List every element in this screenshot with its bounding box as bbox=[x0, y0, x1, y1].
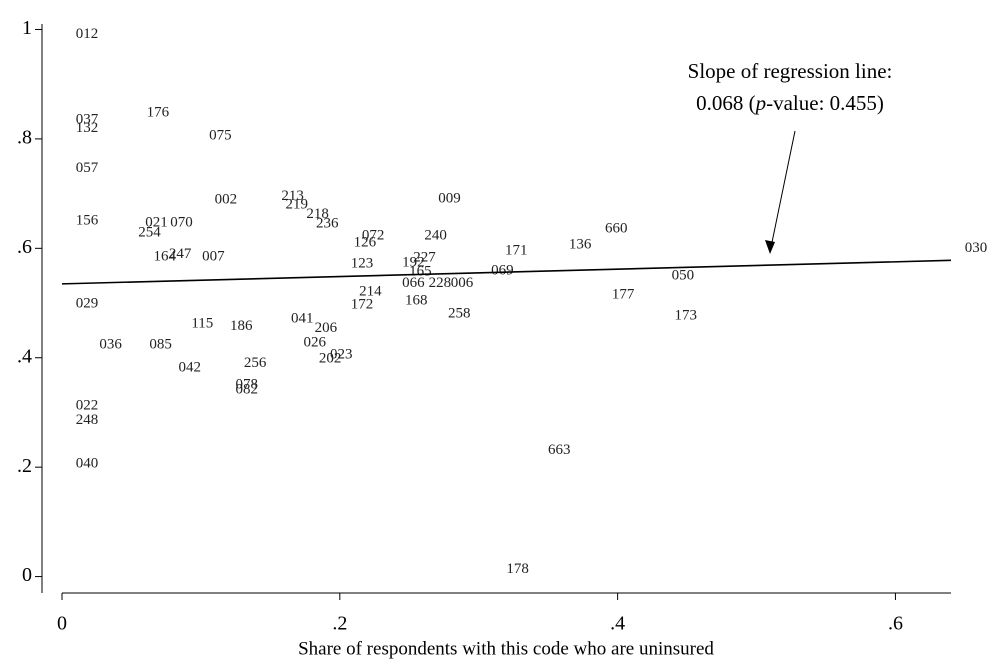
point-label: 218 bbox=[306, 206, 329, 222]
point-label: 041 bbox=[291, 310, 314, 326]
point-label: 219 bbox=[286, 197, 309, 213]
point-label: 029 bbox=[76, 296, 99, 312]
y-tick-label: .4 bbox=[17, 345, 32, 367]
point-label: 202 bbox=[319, 350, 342, 366]
point-label: 156 bbox=[76, 212, 99, 228]
point-label: 206 bbox=[315, 320, 338, 336]
point-label: 082 bbox=[235, 381, 258, 397]
y-tick-label: 0 bbox=[22, 564, 32, 586]
point-label: 254 bbox=[138, 224, 161, 240]
point-label: 036 bbox=[99, 337, 122, 353]
point-label: 078 bbox=[235, 377, 258, 393]
x-tick-label: .4 bbox=[610, 613, 625, 635]
point-label: 236 bbox=[316, 216, 339, 232]
y-tick-label: 1 bbox=[22, 17, 32, 39]
point-label: 660 bbox=[605, 221, 628, 237]
point-label: 115 bbox=[191, 315, 213, 331]
point-label: 123 bbox=[351, 256, 374, 272]
point-label: 256 bbox=[244, 355, 267, 371]
point-label: 172 bbox=[351, 297, 374, 313]
point-label: 075 bbox=[209, 128, 232, 144]
annotation-part: 0.068 ( bbox=[696, 91, 756, 115]
point-label: 002 bbox=[215, 192, 238, 208]
point-label: 171 bbox=[505, 242, 528, 258]
point-label: 022 bbox=[76, 397, 99, 413]
point-label: 009 bbox=[438, 191, 461, 207]
point-label: 214 bbox=[359, 284, 382, 300]
x-tick-label: .2 bbox=[332, 613, 347, 635]
annotation-arrow bbox=[769, 130, 796, 253]
point-label: 663 bbox=[548, 442, 571, 458]
annotation-line: 0.068 (p-value: 0.455) bbox=[696, 91, 884, 115]
point-label: 042 bbox=[179, 360, 202, 376]
point-label: 126 bbox=[354, 234, 377, 250]
point-label: 069 bbox=[491, 263, 514, 279]
point-label: 177 bbox=[612, 286, 635, 302]
annotation-part: p bbox=[754, 91, 767, 115]
point-label: 164 bbox=[154, 249, 177, 265]
point-label: 248 bbox=[76, 412, 99, 428]
x-axis-title: Share of respondents with this code who … bbox=[298, 638, 714, 659]
regression-line bbox=[61, 259, 952, 285]
point-label: 012 bbox=[76, 26, 99, 42]
point-label: 040 bbox=[76, 455, 99, 471]
point-label: 026 bbox=[304, 334, 327, 350]
annotation-part: -value: 0.455) bbox=[766, 91, 884, 115]
point-label: 227 bbox=[413, 250, 436, 266]
point-label: 132 bbox=[76, 120, 99, 136]
point-label: 050 bbox=[672, 268, 695, 284]
point-label: 213 bbox=[281, 188, 304, 204]
point-label: 030 bbox=[965, 240, 988, 256]
point-label: 066 bbox=[402, 275, 425, 291]
point-label: 258 bbox=[448, 305, 471, 321]
y-tick-label: .6 bbox=[17, 236, 32, 258]
point-label: 070 bbox=[170, 215, 193, 231]
point-label: 176 bbox=[147, 105, 170, 121]
point-label: 240 bbox=[424, 228, 447, 244]
point-label: 085 bbox=[149, 337, 172, 353]
axes: 0 .2 .4 .6 .8 1 0 .2 .4 .6 bbox=[17, 17, 951, 635]
point-label: 178 bbox=[506, 561, 529, 577]
point-label: 021 bbox=[145, 215, 168, 231]
annotation-line: Slope of regression line: bbox=[688, 59, 893, 83]
point-label: 168 bbox=[405, 292, 428, 308]
y-tick-label: .8 bbox=[17, 126, 32, 148]
point-label: 173 bbox=[674, 308, 697, 324]
point-label: 072 bbox=[362, 228, 385, 244]
point-label: 037 bbox=[76, 112, 99, 128]
point-label: 228 bbox=[429, 275, 452, 291]
point-label: 057 bbox=[76, 160, 99, 176]
point-label: 192 bbox=[402, 255, 425, 271]
point-label: 136 bbox=[569, 236, 592, 252]
point-label: 023 bbox=[330, 346, 353, 362]
y-tick-label: .2 bbox=[17, 455, 32, 477]
arrow-head bbox=[765, 240, 775, 254]
point-label: 247 bbox=[169, 246, 192, 262]
point-label: 007 bbox=[202, 249, 225, 265]
x-tick-label: .6 bbox=[888, 613, 903, 635]
point-label: 186 bbox=[230, 318, 253, 334]
x-tick-label: 0 bbox=[57, 613, 67, 635]
point-label: 006 bbox=[451, 275, 474, 291]
